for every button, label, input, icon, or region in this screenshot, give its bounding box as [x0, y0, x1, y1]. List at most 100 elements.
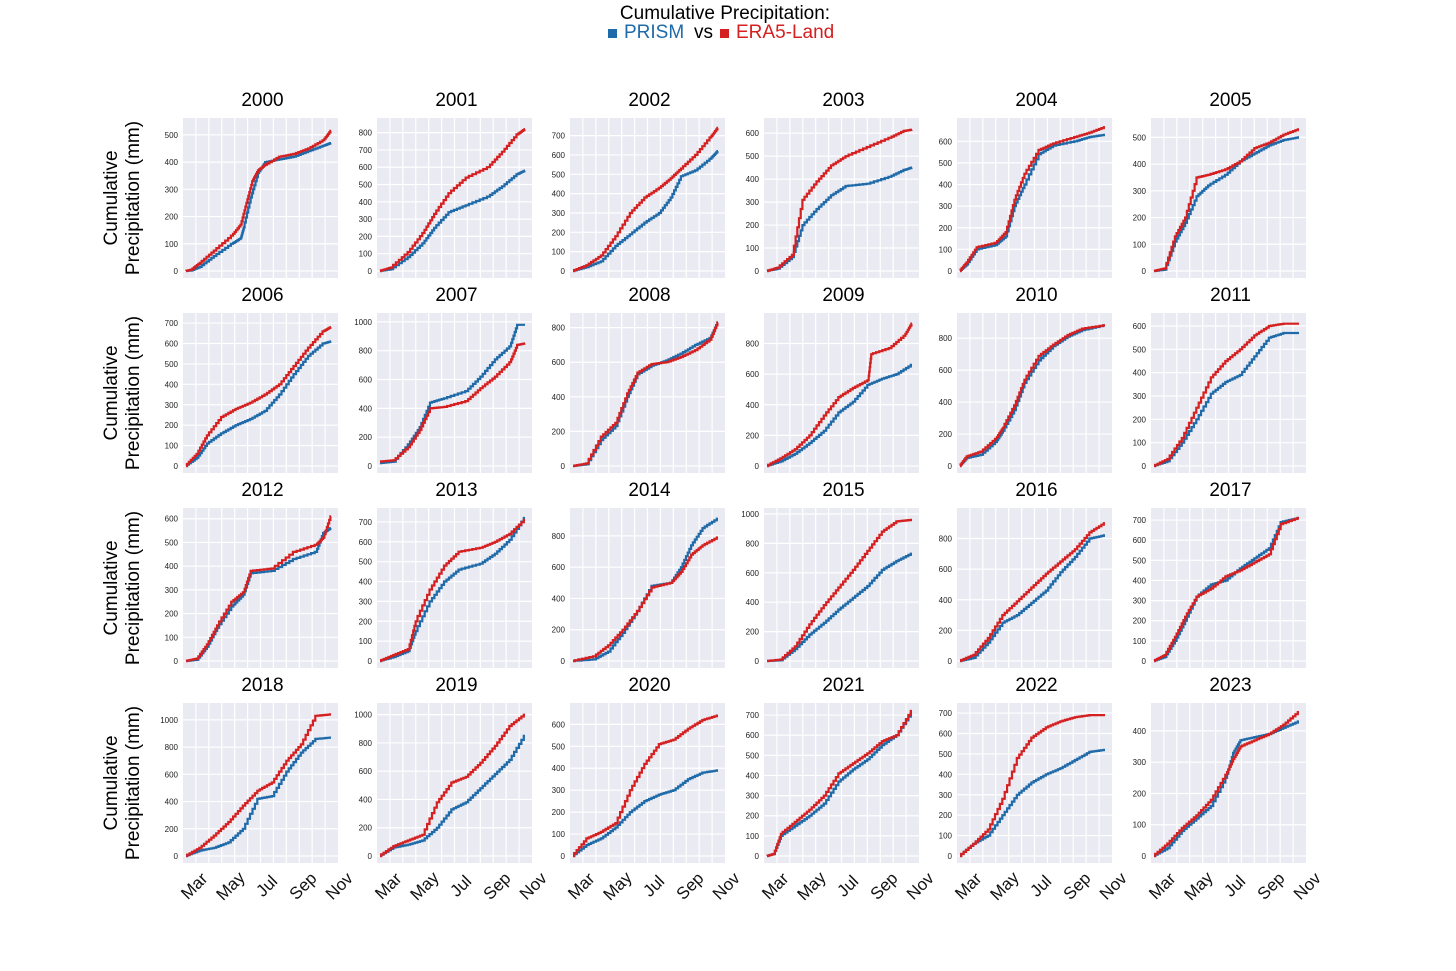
y-tick-label: 300 [165, 185, 179, 194]
y-tick-label: 200 [165, 421, 179, 430]
y-tick-label: 500 [746, 152, 760, 161]
y-tick-label: 100 [1133, 240, 1147, 249]
panel-2006: 0 100 200 300 400 500 600 700 2006 [165, 285, 338, 473]
y-tick-label: 300 [359, 215, 373, 224]
y-tick-label: 800 [552, 532, 566, 541]
y-tick-label: 600 [1133, 536, 1147, 545]
panel-title: 2015 [822, 480, 864, 501]
y-tick-label: 0 [368, 852, 373, 861]
y-tick-label: 100 [1133, 439, 1147, 448]
y-tick-label: 400 [939, 596, 953, 605]
panel-title: 2011 [1210, 285, 1251, 306]
y-tick-label: 600 [552, 358, 566, 367]
y-tick-label: 100 [939, 245, 953, 254]
row-ylabel: CumulativePrecipitation (mm) [101, 121, 144, 275]
panel-title: 2020 [628, 675, 670, 696]
panel-title: 2002 [628, 90, 670, 111]
y-tick-label: 300 [1133, 392, 1147, 401]
y-tick-label: 700 [1133, 516, 1147, 525]
panel-2001: 0 100 200 300 400 500 600 700 800 2001 [359, 90, 532, 278]
panel-2003: 0 100 200 300 400 500 600 2003 [746, 90, 919, 278]
row-ylabel-line2: Precipitation (mm) [123, 511, 144, 665]
y-tick-label: 800 [359, 129, 373, 138]
y-tick-label: 0 [755, 657, 760, 666]
series-line-era5-land [767, 322, 913, 468]
y-tick-label: 200 [552, 427, 566, 436]
panel-title: 2018 [241, 675, 283, 696]
y-tick-label: 400 [552, 764, 566, 773]
y-tick-label: 100 [165, 442, 179, 451]
y-tick-label: 600 [746, 731, 760, 740]
x-tick-label: Sep [1060, 869, 1095, 904]
y-tick-label: 600 [746, 129, 760, 138]
y-tick-label: 300 [746, 792, 760, 801]
x-tick-label: Nov [1290, 868, 1325, 903]
y-tick-label: 200 [1133, 617, 1147, 626]
series-line-era5-land [573, 536, 718, 663]
y-tick-label: 0 [561, 267, 566, 276]
y-tick-label: 200 [359, 232, 373, 241]
panel-2005: 0 100 200 300 400 500 2005 [1133, 90, 1306, 278]
y-tick-label: 100 [552, 830, 566, 839]
y-tick-label: 200 [939, 430, 953, 439]
x-tick-label: Jul [639, 872, 668, 901]
x-tick-label: Nov [903, 868, 938, 903]
y-tick-label: 400 [359, 404, 373, 413]
y-tick-label: 500 [552, 170, 566, 179]
panel-2002: 0 100 200 300 400 500 600 700 2002 [552, 90, 725, 278]
y-tick-label: 0 [1142, 267, 1147, 276]
x-tick-label: Jul [1220, 872, 1249, 901]
y-tick-label: 0 [755, 462, 760, 471]
y-tick-label: 0 [368, 462, 373, 471]
y-tick-label: 800 [746, 539, 760, 548]
y-tick-label: 100 [359, 637, 373, 646]
series-line-prism [185, 340, 332, 468]
y-tick-label: 300 [552, 209, 566, 218]
y-tick-label: 200 [1133, 214, 1147, 223]
panel-title: 2016 [1015, 480, 1057, 501]
y-tick-label: 400 [746, 771, 760, 780]
x-tick-label: May [1181, 868, 1217, 904]
row-ylabel-line2: Precipitation (mm) [123, 706, 144, 860]
y-tick-label: 600 [1133, 322, 1147, 331]
x-tick-label: May [794, 868, 830, 904]
y-tick-label: 600 [939, 730, 953, 739]
y-tick-label: 400 [359, 198, 373, 207]
y-tick-label: 200 [1133, 415, 1147, 424]
row-ylabel-line1: Cumulative [101, 735, 122, 830]
x-tick-label: Nov [516, 868, 551, 903]
y-tick-label: 0 [174, 462, 179, 471]
panel-2012: 0 100 200 300 400 500 600 2012 [165, 480, 338, 668]
y-tick-label: 400 [746, 401, 760, 410]
y-tick-label: 200 [165, 825, 179, 834]
panel-2000: 0 100 200 300 400 500 2000 [165, 90, 338, 278]
y-tick-label: 0 [1142, 852, 1147, 861]
y-tick-label: 300 [1133, 597, 1147, 606]
y-tick-label: 400 [746, 175, 760, 184]
y-tick-label: 500 [746, 751, 760, 760]
panel-2018: 0 200 400 600 800 1000 2018 Mar May Jul Sep Nov [160, 675, 357, 904]
y-tick-label: 400 [165, 380, 179, 389]
panel-title: 2000 [241, 90, 283, 111]
series-line-era5-land [380, 518, 525, 663]
series-line-prism [767, 552, 912, 663]
y-tick-label: 1000 [354, 318, 372, 327]
y-tick-label: 100 [746, 244, 760, 253]
panel-2014: 0 200 400 600 800 2014 [552, 480, 725, 668]
panel-2019: 0 200 400 600 800 1000 2019 Mar May Jul Sep Nov [354, 675, 551, 904]
series-line-prism [185, 142, 332, 273]
panel-title: 2006 [241, 285, 283, 306]
legend-swatch-prism [608, 29, 617, 38]
y-tick-label: 100 [165, 240, 179, 249]
panel-title: 2014 [628, 480, 671, 501]
y-tick-label: 700 [359, 146, 373, 155]
panel-2009: 0 200 400 600 800 2009 [746, 285, 919, 473]
y-tick-label: 200 [359, 433, 373, 442]
row-ylabel-line1: Cumulative [101, 540, 122, 635]
y-tick-label: 500 [1133, 133, 1147, 142]
y-tick-label: 800 [939, 334, 953, 343]
x-tick-label: Mar [1145, 869, 1179, 903]
y-tick-label: 700 [165, 319, 179, 328]
series-line-era5-land [959, 126, 1105, 273]
legend-vs: vs [694, 22, 713, 43]
